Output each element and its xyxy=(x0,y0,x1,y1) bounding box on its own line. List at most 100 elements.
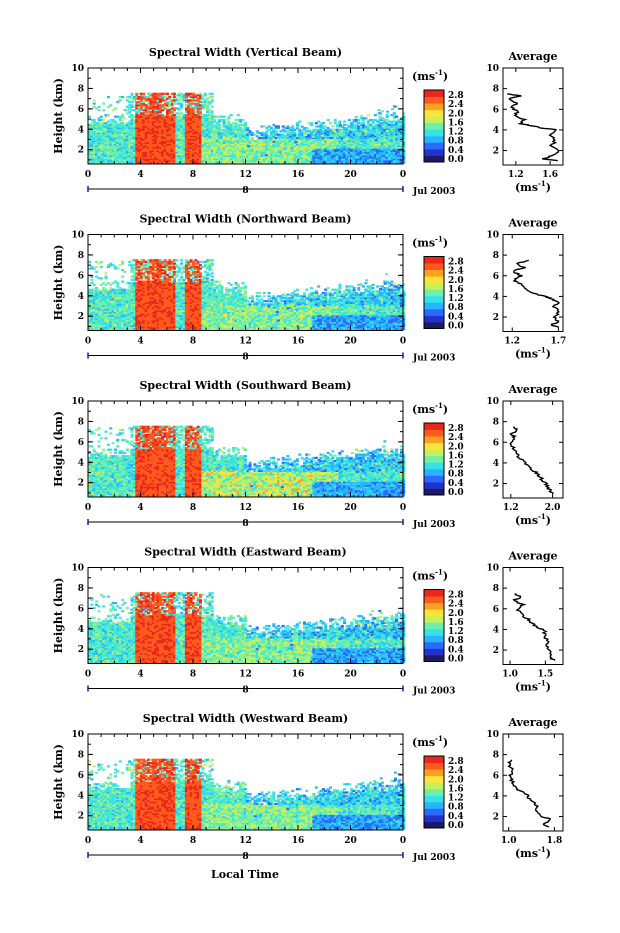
heatmap-cell xyxy=(180,103,183,105)
heatmap-cell xyxy=(378,125,381,127)
panel-title: Spectral Width (Vertical Beam) xyxy=(149,46,342,59)
heatmap-cell xyxy=(102,103,105,105)
colorbar-swatch xyxy=(424,116,444,123)
heatmap-cell xyxy=(291,125,294,127)
avg-xlabel-exp: -1 xyxy=(538,179,546,188)
colorbar-unit: (ms-1) xyxy=(412,68,448,83)
heatmap-cell xyxy=(379,115,382,117)
heatmap-cell xyxy=(249,153,252,155)
colorbar-tick-label: 0.4 xyxy=(448,146,464,156)
colorbar-swatch xyxy=(424,90,444,97)
heatmap-cell xyxy=(100,266,103,268)
heatmap-cell xyxy=(301,129,304,131)
heatmap-cell xyxy=(298,121,301,123)
x-tick-label: 12 xyxy=(239,170,252,180)
y-axis-label: Height (km) xyxy=(52,78,65,154)
heatmap-cell xyxy=(237,114,240,116)
heatmap-cell xyxy=(371,134,374,136)
colorbar-tick-label: 2.0 xyxy=(448,109,464,119)
heatmap-cell xyxy=(355,116,358,118)
x-tick-label: 8 xyxy=(190,170,196,180)
avg-y-tick-label: 2 xyxy=(493,147,499,157)
heatmap-cell xyxy=(246,127,249,129)
heatmap-cell xyxy=(382,118,385,120)
heatmap-cell xyxy=(350,134,353,136)
avg-y-tick-label: 8 xyxy=(493,85,499,95)
heatmap-cell xyxy=(90,276,93,278)
heatmap-cell xyxy=(367,114,370,116)
heatmap-cell xyxy=(338,121,341,123)
avg-y-tick-label: 6 xyxy=(493,105,499,115)
heatmap-cell xyxy=(119,99,122,101)
heatmap-cell xyxy=(93,119,96,121)
heatmap-cell xyxy=(142,93,145,95)
x-tick-label: 20 xyxy=(344,170,357,180)
heatmap-cell xyxy=(247,145,250,147)
heatmap-cell xyxy=(331,125,334,127)
heatmap-cell xyxy=(281,149,284,151)
y-tick-label: 2 xyxy=(78,146,84,156)
colorbar-swatch xyxy=(424,123,444,130)
heatmap-cell xyxy=(290,147,293,149)
heatmap-cell xyxy=(349,131,352,133)
heatmap-cell xyxy=(277,125,280,127)
heatmap-cell xyxy=(334,119,337,121)
heatmap-cell xyxy=(265,154,268,156)
heatmap-cell xyxy=(343,121,346,123)
heatmap-cell xyxy=(375,129,378,131)
heatmap-cell xyxy=(244,122,247,124)
heatmap-cell xyxy=(114,107,117,109)
heatmap-cell xyxy=(230,114,233,116)
heatmap-cell xyxy=(329,122,332,124)
avg-y-tick-label: 10 xyxy=(486,64,499,74)
heatmap-cell xyxy=(288,140,291,142)
heatmap-cell xyxy=(345,138,348,140)
heatmap-cell xyxy=(282,136,285,138)
heatmap-cell xyxy=(372,121,375,123)
heatmap-cell xyxy=(376,134,379,136)
heatmap-cell xyxy=(398,130,401,132)
heatmap-cell xyxy=(100,116,103,118)
heatmap-cell xyxy=(90,279,93,281)
average-x-label: (ms-1) xyxy=(515,179,551,194)
heatmap-cell xyxy=(102,109,105,111)
colorbar-swatch xyxy=(424,110,444,117)
heatmap-cell xyxy=(396,138,399,140)
heatmap-cell xyxy=(374,114,377,116)
heatmap-cell xyxy=(121,276,124,278)
average-frame xyxy=(503,68,563,165)
heatmap-cell xyxy=(265,142,268,144)
colorbar-swatch xyxy=(424,142,444,149)
heatmap-cell xyxy=(242,119,245,121)
colorbar-tick-label: 0.8 xyxy=(448,137,464,147)
heatmap-cell xyxy=(93,103,96,105)
panel-title: Spectral Width (Northward Beam) xyxy=(140,213,352,226)
avg-y-tick-label: 4 xyxy=(493,126,499,136)
heatmap-cell xyxy=(121,281,124,283)
heatmap-cell xyxy=(329,137,332,139)
colorbar-tick-label: 1.6 xyxy=(448,118,464,128)
heatmap-cell xyxy=(334,134,337,136)
heatmap-cell xyxy=(378,112,381,114)
heatmap-cell xyxy=(278,139,281,141)
heatmap-cell xyxy=(95,271,98,273)
heatmap-cell xyxy=(310,122,313,124)
heatmap-cell xyxy=(93,284,96,286)
heatmap-cell xyxy=(322,122,325,124)
x-tick-label: 4 xyxy=(137,170,143,180)
heatmap xyxy=(88,259,406,330)
colorbar-tick-label: 2.8 xyxy=(448,91,464,101)
heatmap-cell xyxy=(341,126,344,128)
heatmap-cell xyxy=(98,106,101,108)
heatmap-cell xyxy=(204,93,207,95)
heatmap-cell xyxy=(251,137,254,139)
heatmap-cell xyxy=(116,282,119,284)
heatmap-cell xyxy=(364,130,367,132)
heatmap-cell xyxy=(393,106,396,108)
y-tick-label: 6 xyxy=(78,105,84,115)
x-tick-label: 0 xyxy=(400,170,406,180)
colorbar-unit-exp: -1 xyxy=(435,68,443,77)
heatmap-cell xyxy=(275,130,278,132)
heatmap-cell xyxy=(386,111,389,113)
